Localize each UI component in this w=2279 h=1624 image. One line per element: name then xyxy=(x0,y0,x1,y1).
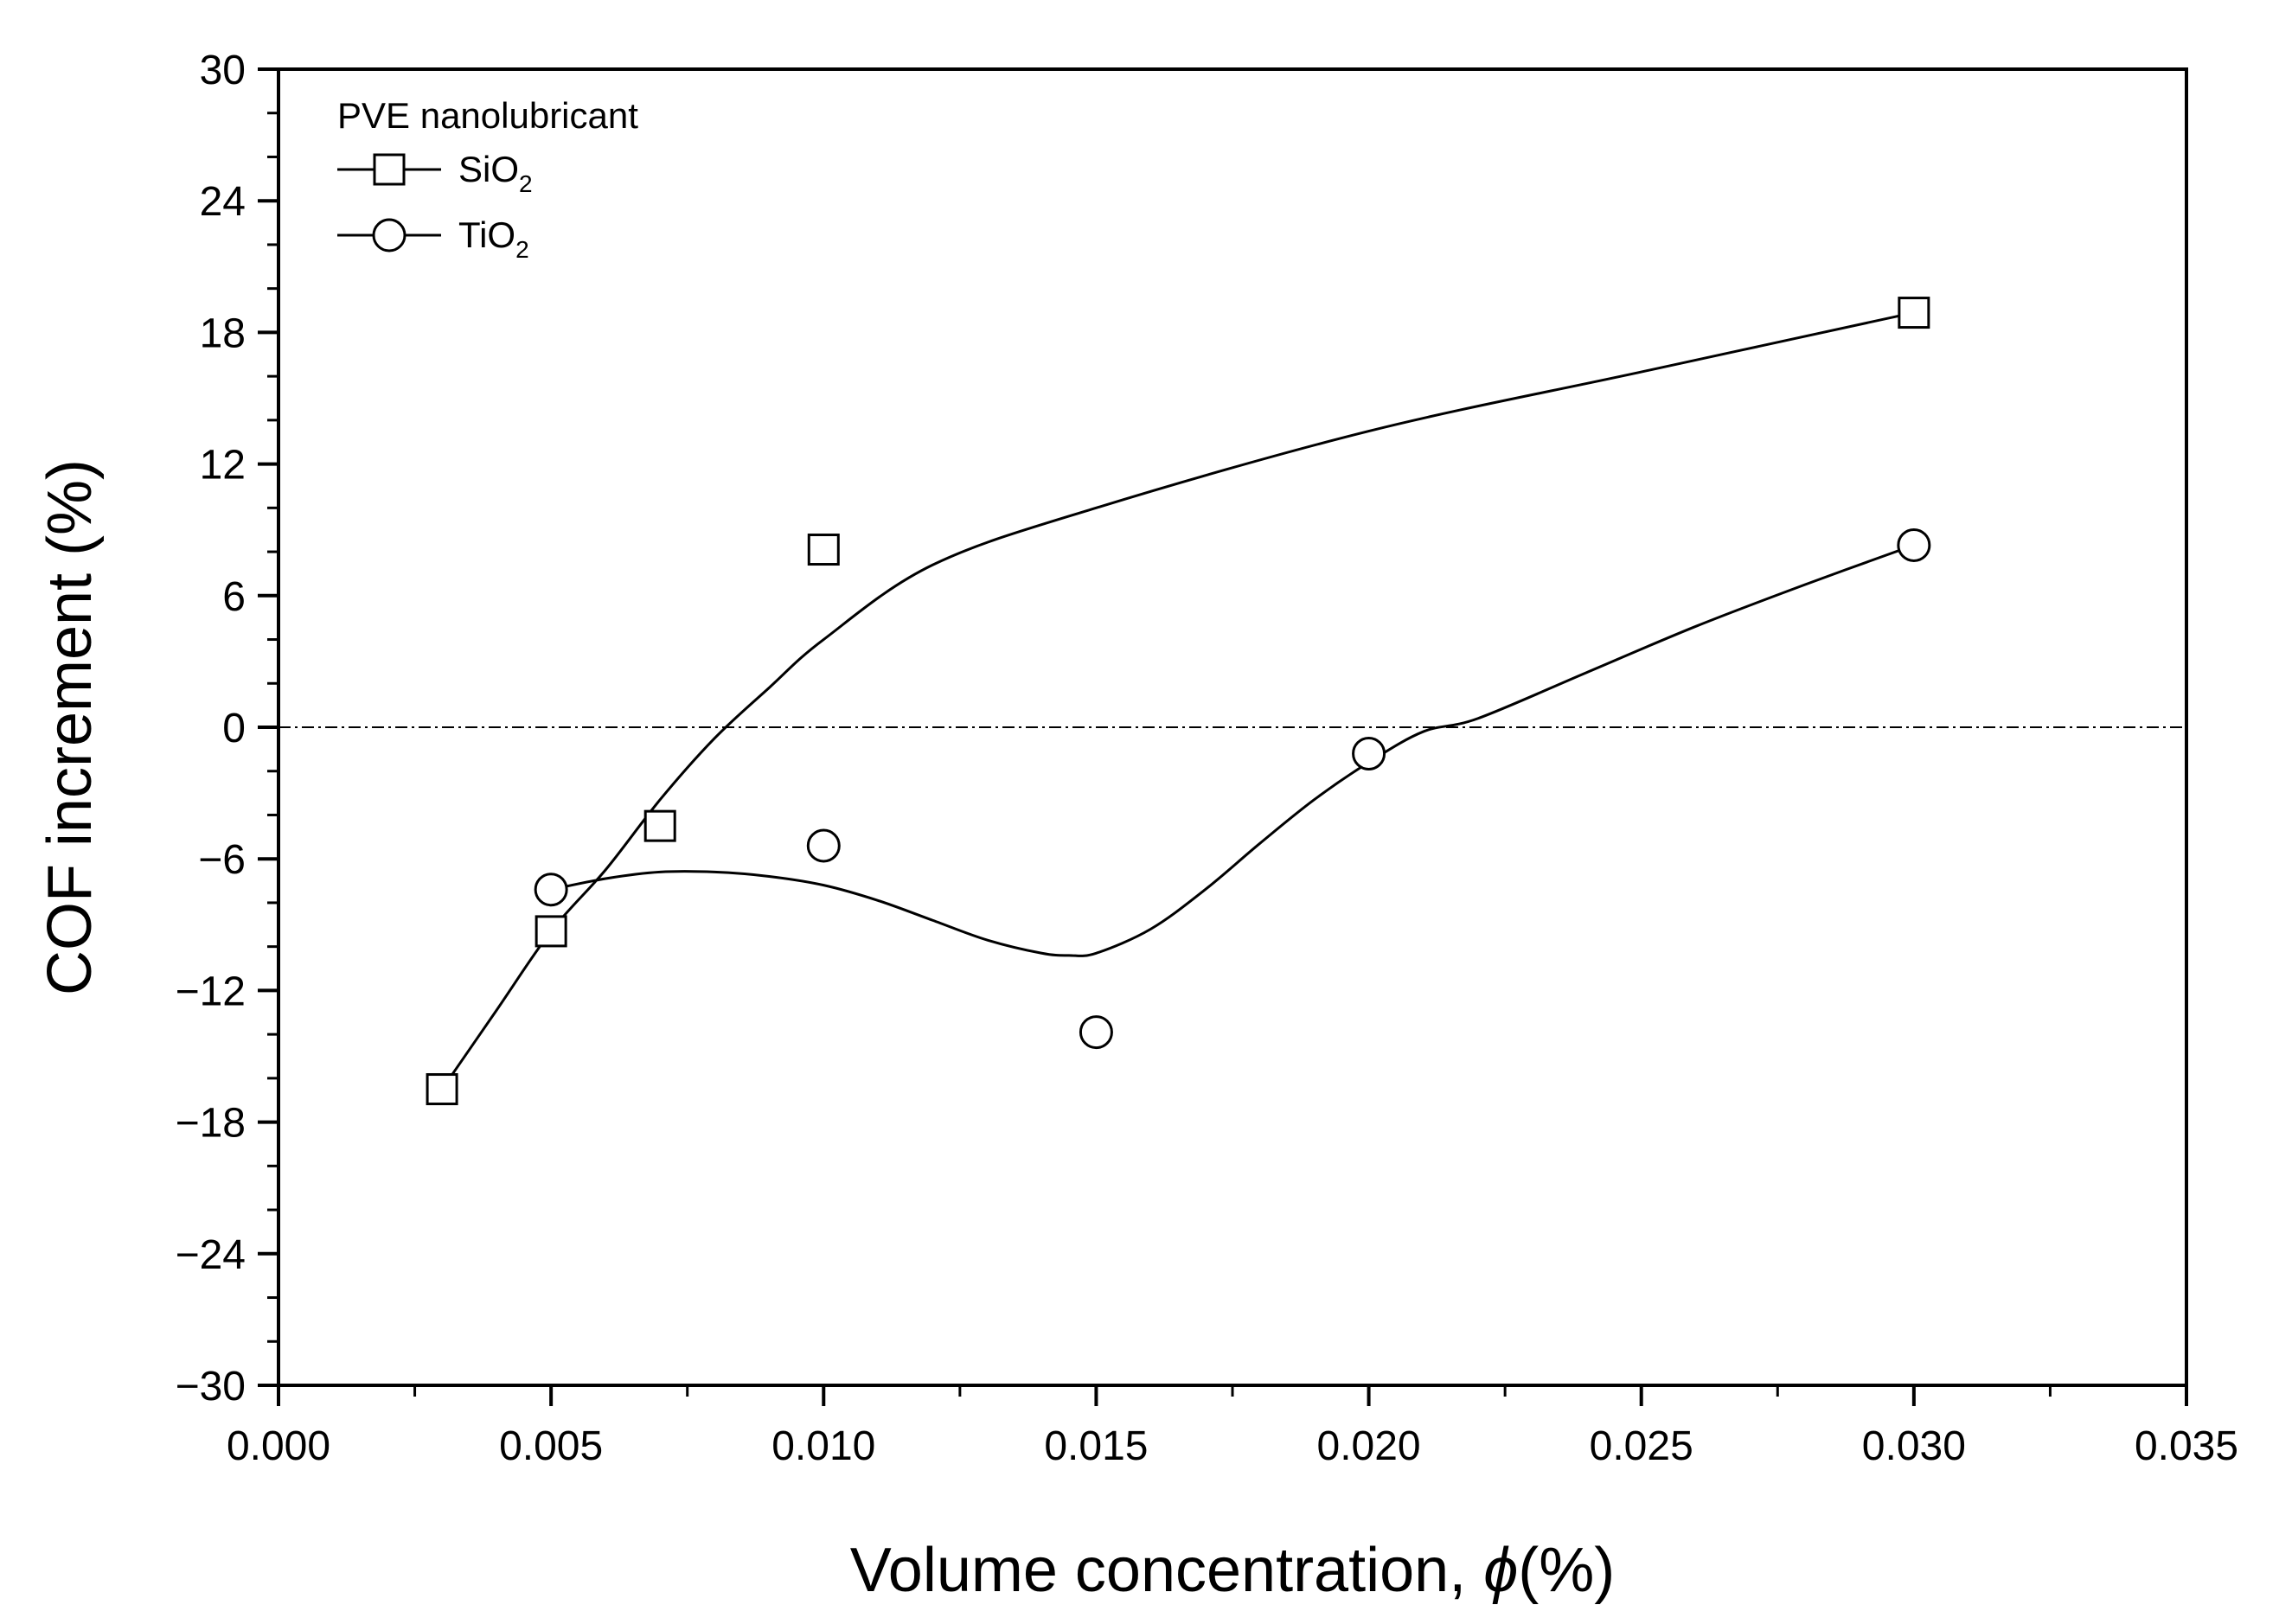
x-tick-label: 0.015 xyxy=(1044,1423,1148,1469)
legend-title: PVE nanolubricant xyxy=(337,95,638,136)
data-point-sio2 xyxy=(807,534,840,566)
legend-sub-tio2: 2 xyxy=(515,236,529,263)
y-tick-label: −24 xyxy=(176,1232,246,1278)
legend-entry-tio2: TiO2 xyxy=(337,214,529,263)
data-point-tio2 xyxy=(806,828,841,863)
legend: PVE nanolubricant SiO2 TiO2 xyxy=(337,95,638,263)
y-tick-label: −6 xyxy=(198,837,246,883)
x-axis-title-text: Volume concentration, xyxy=(850,1536,1483,1605)
data-point-sio2 xyxy=(1898,297,1930,329)
y-tick-label: −18 xyxy=(176,1101,246,1147)
legend-sub-sio2: 2 xyxy=(519,170,533,197)
x-tick-label: 0.035 xyxy=(2135,1423,2238,1469)
y-tick-label: 12 xyxy=(200,443,246,489)
svg-text:SiO2: SiO2 xyxy=(458,149,533,197)
data-point-sio2 xyxy=(426,1073,458,1106)
series-layer xyxy=(426,297,1931,1106)
data-point-tio2 xyxy=(1079,1015,1113,1050)
data-point-tio2 xyxy=(534,873,568,907)
y-axis-title: COF increment (%) xyxy=(35,459,105,995)
x-tick-label: 0.005 xyxy=(499,1423,603,1469)
x-axis-title: Volume concentration, ϕ(%) xyxy=(850,1536,1615,1605)
data-point-sio2 xyxy=(535,915,567,948)
svg-text:TiO2: TiO2 xyxy=(458,214,529,263)
y-tick-label: 24 xyxy=(200,179,246,225)
x-axis-title-suffix: (%) xyxy=(1518,1536,1615,1605)
y-tick-label: 30 xyxy=(200,48,246,93)
legend-label-sio2: SiO xyxy=(458,149,519,189)
x-tick-label: 0.030 xyxy=(1862,1423,1966,1469)
y-tick-label: 0 xyxy=(222,706,246,751)
y-tick-label: 6 xyxy=(222,574,246,620)
y-tick-label: −30 xyxy=(176,1364,246,1410)
x-tick-label: 0.025 xyxy=(1590,1423,1693,1469)
legend-label-tio2: TiO xyxy=(458,214,515,255)
fit-curve-sio2 xyxy=(440,311,1915,1090)
legend-entry-sio2: SiO2 xyxy=(337,149,533,197)
circle-marker-icon xyxy=(372,218,407,253)
x-tick-label: 0.000 xyxy=(227,1423,330,1469)
fit-curve-tio2 xyxy=(550,544,1915,957)
square-marker-icon xyxy=(373,153,406,186)
x-tick-label: 0.020 xyxy=(1317,1423,1421,1469)
y-tick-label: −12 xyxy=(176,969,246,1014)
ticks-layer: 0.000 0.005 0.010 0.015 0.020 0.025 0.030 0.035… xyxy=(176,48,2238,1469)
data-point-sio2 xyxy=(643,809,676,842)
data-point-tio2 xyxy=(1897,527,1931,562)
y-tick-label: 18 xyxy=(200,310,246,356)
x-axis-title-symbol: ϕ xyxy=(1483,1536,1518,1605)
x-tick-label: 0.010 xyxy=(771,1423,875,1469)
data-point-tio2 xyxy=(1352,736,1386,770)
